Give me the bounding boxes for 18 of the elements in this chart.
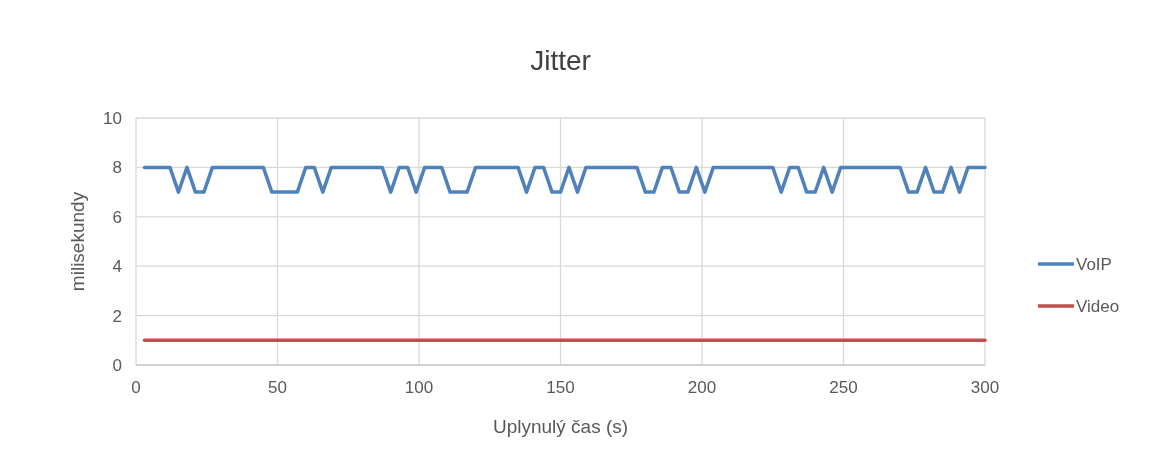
x-tick-label: 100 [404, 378, 434, 397]
y-tick-label: 10 [103, 109, 122, 128]
x-tick-label: 250 [829, 378, 858, 397]
x-tick-label: 0 [131, 378, 141, 397]
x-axis-title: Uplynulý čas (s) [492, 416, 629, 437]
x-tick-label: 200 [687, 378, 717, 397]
x-tick-label: 50 [268, 378, 287, 397]
y-tick-label: 2 [112, 306, 122, 326]
y-tick-label: 0 [112, 356, 122, 375]
x-tick-label: 150 [546, 378, 575, 397]
y-tick-label: 4 [112, 257, 122, 277]
chart-title: Jitter [530, 45, 591, 76]
x-tick-label: 300 [970, 378, 1000, 397]
y-tick-label: 6 [112, 207, 122, 227]
legend-label: Video [1076, 297, 1120, 316]
legend-label: VoIP [1076, 255, 1112, 274]
y-tick-label: 8 [112, 158, 122, 178]
y-axis-title: milisekundy [67, 191, 88, 292]
